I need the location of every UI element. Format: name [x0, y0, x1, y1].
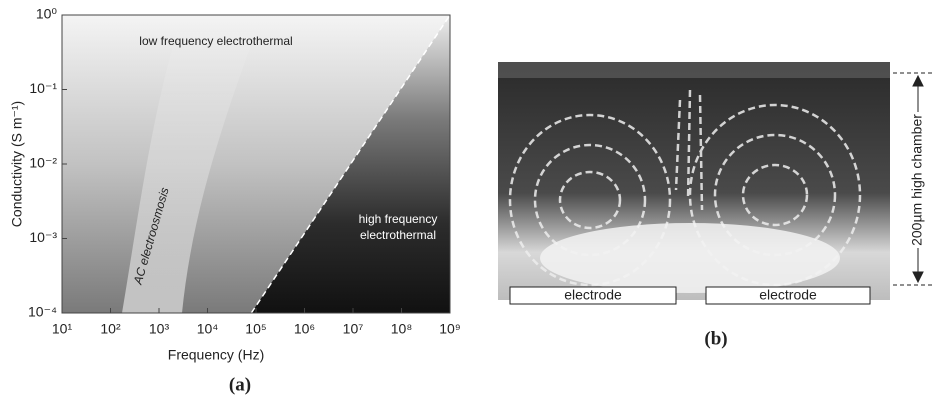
dimension-label: 200µm high chamber	[909, 114, 925, 246]
y-tick-label: 10⁻³	[29, 229, 57, 245]
x-tick-label: 10²	[100, 321, 121, 337]
x-tick-label: 10⁹	[439, 321, 461, 337]
y-tick-label: 10⁻¹	[29, 80, 57, 96]
caption: (a)	[229, 374, 251, 395]
x-tick-label: 10⁵	[245, 321, 266, 337]
x-tick-label: 10⁶	[294, 321, 315, 337]
photo-top	[498, 62, 890, 78]
y-tick-label: 10⁰	[36, 6, 58, 22]
x-tick-label: 10³	[149, 321, 170, 337]
x-axis-label: Frequency (Hz)	[168, 347, 264, 363]
plot: 10¹ 10² 10³ 10⁴ 10⁵ 10⁶ 10⁷ 10⁸ 10⁹ 10⁻⁴ 10⁻³ 10⁻² 1…	[28, 6, 461, 337]
glow	[540, 223, 840, 293]
x-tick-label: 10⁸	[391, 321, 413, 337]
region-label: high frequency	[359, 212, 438, 226]
electrode-label: electrode	[759, 287, 817, 303]
region-label: electrothermal	[360, 228, 436, 242]
figure: 10¹ 10² 10³ 10⁴ 10⁵ 10⁶ 10⁷ 10⁸ 10⁹ 10⁻⁴ 10⁻³ 10⁻² 1…	[0, 0, 935, 408]
y-axis-label: Conductivity (S m⁻¹)	[9, 101, 25, 227]
photo: electrode electrode 200µm high chamber (…	[498, 62, 935, 349]
region-label: low frequency electrothermal	[139, 34, 292, 48]
x-tick-label: 10¹	[52, 321, 73, 337]
y-tick-label: 10⁻⁴	[28, 304, 57, 320]
x-tick-label: 10⁴	[197, 321, 219, 337]
caption: (b)	[704, 328, 727, 349]
electrode-label: electrode	[564, 287, 622, 303]
y-tick-label: 10⁻²	[29, 155, 57, 171]
x-tick-label: 10⁷	[343, 321, 364, 337]
